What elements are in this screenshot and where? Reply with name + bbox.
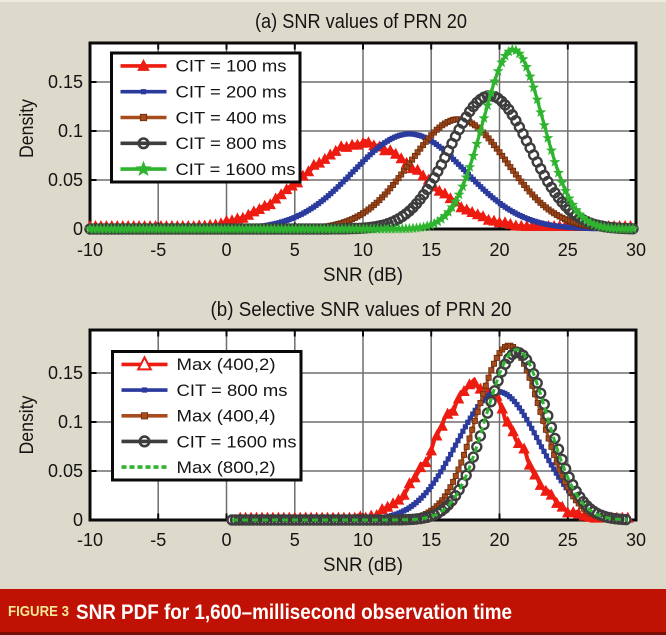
svg-text:0: 0: [221, 530, 231, 550]
svg-text:-10: -10: [77, 240, 103, 260]
svg-text:CIT = 400 ms: CIT = 400 ms: [176, 108, 287, 127]
svg-text:-10: -10: [77, 530, 103, 550]
svg-text:CIT = 200 ms: CIT = 200 ms: [176, 83, 287, 102]
svg-text:20: 20: [489, 530, 509, 550]
svg-text:Density: Density: [17, 99, 38, 158]
svg-text:FIGURE 3: FIGURE 3: [8, 603, 69, 620]
svg-text:30: 30: [626, 530, 646, 550]
svg-text:CIT = 800 ms: CIT = 800 ms: [177, 381, 288, 400]
svg-text:30: 30: [626, 240, 646, 260]
svg-text:(a) SNR values of PRN 20: (a) SNR values of PRN 20: [255, 11, 467, 33]
svg-text:0.1: 0.1: [58, 121, 83, 141]
svg-text:0.1: 0.1: [58, 412, 83, 432]
svg-text:0.15: 0.15: [48, 363, 83, 383]
svg-text:CIT = 800 ms: CIT = 800 ms: [176, 134, 287, 153]
svg-text:CIT = 1600 ms: CIT = 1600 ms: [177, 432, 297, 451]
svg-text:SNR (dB): SNR (dB): [323, 555, 403, 576]
svg-text:SNR PDF for 1,600–millisecond: SNR PDF for 1,600–millisecond observatio…: [76, 601, 512, 624]
svg-text:5: 5: [290, 240, 300, 260]
svg-text:15: 15: [421, 240, 441, 260]
svg-text:0.05: 0.05: [48, 170, 83, 190]
svg-text:0: 0: [73, 510, 83, 530]
svg-text:0: 0: [221, 240, 231, 260]
svg-text:20: 20: [489, 240, 509, 260]
svg-text:0.05: 0.05: [48, 461, 83, 481]
svg-text:(b) Selective SNR values of PR: (b) Selective SNR values of PRN 20: [211, 299, 512, 321]
svg-text:5: 5: [290, 530, 300, 550]
svg-text:0.15: 0.15: [48, 72, 83, 92]
svg-text:Max (400,2): Max (400,2): [177, 355, 276, 374]
svg-text:15: 15: [421, 530, 441, 550]
svg-text:10: 10: [353, 240, 373, 260]
svg-text:CIT = 100 ms: CIT = 100 ms: [176, 57, 287, 76]
svg-text:25: 25: [558, 530, 578, 550]
svg-text:-5: -5: [150, 240, 166, 260]
svg-text:0: 0: [73, 219, 83, 239]
svg-text:10: 10: [353, 530, 373, 550]
svg-text:Max (800,2): Max (800,2): [177, 458, 276, 477]
svg-text:CIT = 1600 ms: CIT = 1600 ms: [176, 160, 296, 179]
svg-text:25: 25: [558, 240, 578, 260]
svg-text:Max (400,4): Max (400,4): [177, 407, 276, 426]
svg-text:Density: Density: [17, 395, 38, 454]
svg-text:-5: -5: [150, 530, 166, 550]
svg-text:SNR (dB): SNR (dB): [323, 265, 403, 286]
